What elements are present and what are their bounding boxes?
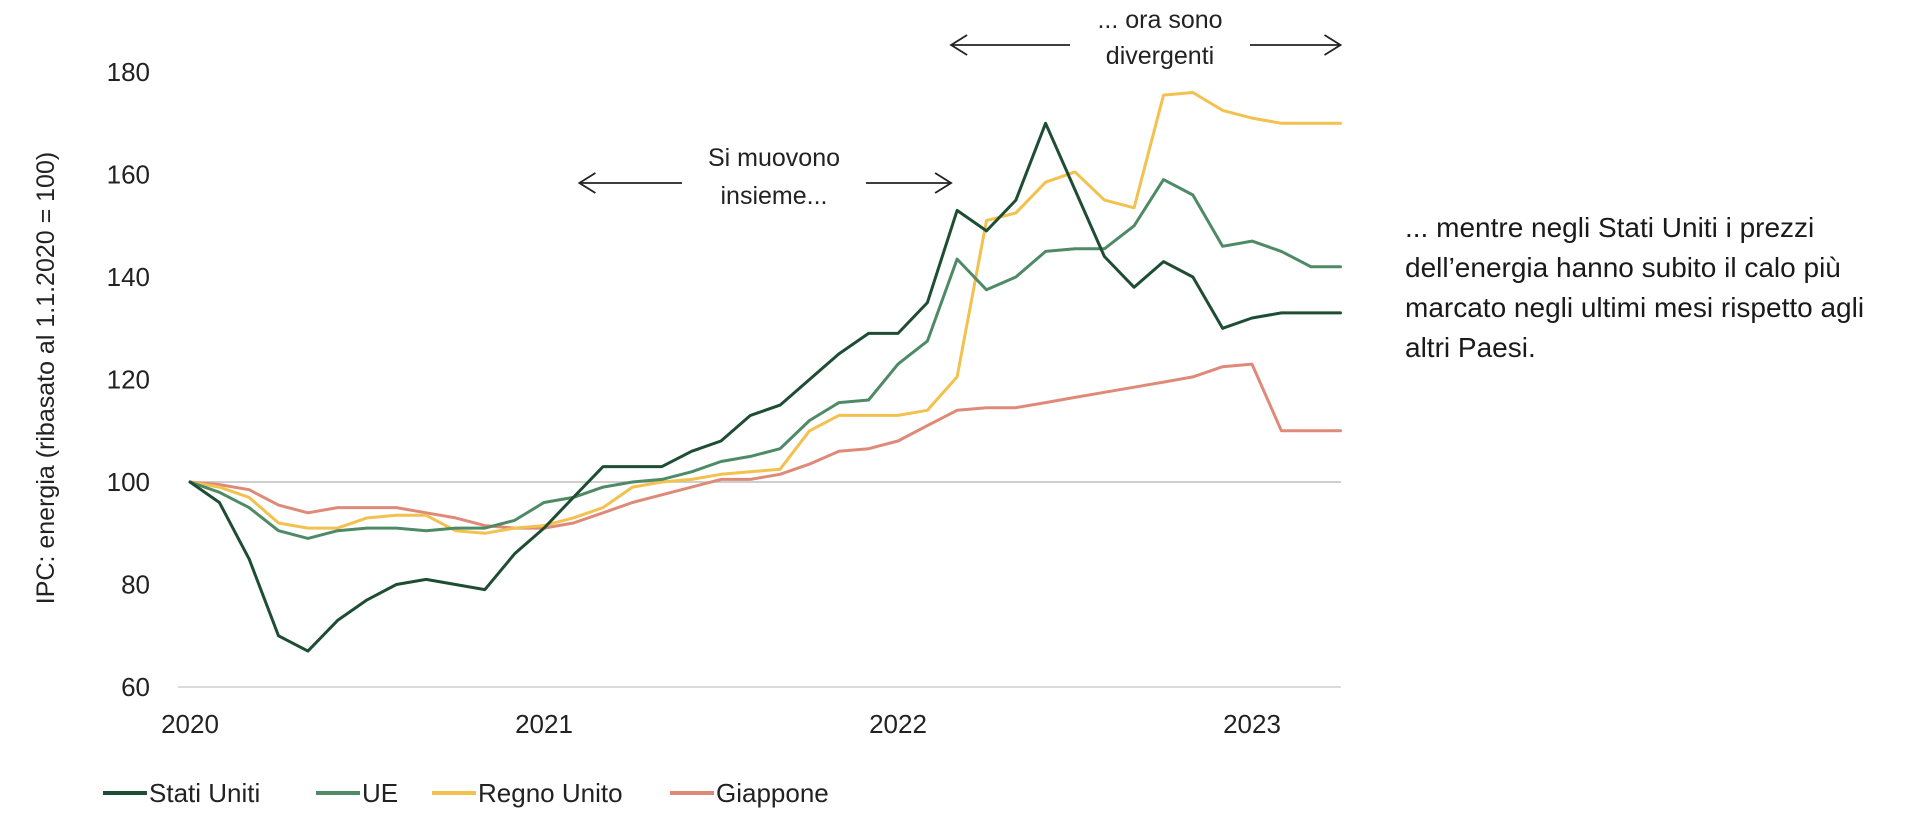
y-tick-label: 60	[121, 672, 150, 702]
side-note-text: ... mentre negli Stati Uniti i prezzi de…	[1405, 212, 1865, 363]
legend-label: UE	[362, 778, 398, 808]
x-tick-label: 2021	[515, 709, 573, 739]
y-tick-label: 100	[107, 467, 150, 497]
arrowhead-right	[934, 172, 953, 194]
legend: Stati Uniti UE Regno Unito Giappone	[103, 778, 829, 808]
series-line-ue	[188, 178, 1342, 540]
annotation-text: insieme...	[721, 182, 828, 210]
y-tick-label: 180	[107, 57, 150, 87]
annotations: Si muovono insieme... ... ora sono divergen…	[577, 6, 1343, 210]
x-tick-label: 2020	[161, 709, 219, 739]
arrowhead-left	[577, 172, 596, 194]
annotation-text: Si muovono	[708, 144, 840, 172]
y-tick-label: 160	[107, 160, 150, 190]
y-tick-label: 120	[107, 365, 150, 395]
annotation-text: divergenti	[1106, 42, 1214, 70]
y-tick-label: 140	[107, 262, 150, 292]
legend-label: Regno Unito	[478, 778, 623, 808]
legend-label: Giappone	[716, 778, 829, 808]
annotation-text: ... ora sono	[1097, 6, 1222, 34]
series-line-stati-uniti	[188, 121, 1342, 653]
x-tick-label: 2023	[1223, 709, 1281, 739]
legend-label: Stati Uniti	[149, 778, 260, 808]
x-tick-label: 2022	[869, 709, 927, 739]
arrowhead-left	[949, 34, 968, 56]
arrowhead-right	[1324, 34, 1343, 56]
axes: 60 80 100 120 140 160 180 2020 2021 2022 2023 IPC: …	[32, 57, 1341, 739]
y-axis-title: IPC: energia (ribasato al 1.1.2020 = 100…	[32, 152, 60, 604]
series-line-regno-unito	[188, 91, 1342, 535]
series-line-giappone	[188, 362, 1342, 530]
y-tick-label: 80	[121, 570, 150, 600]
series-lines	[188, 91, 1342, 653]
